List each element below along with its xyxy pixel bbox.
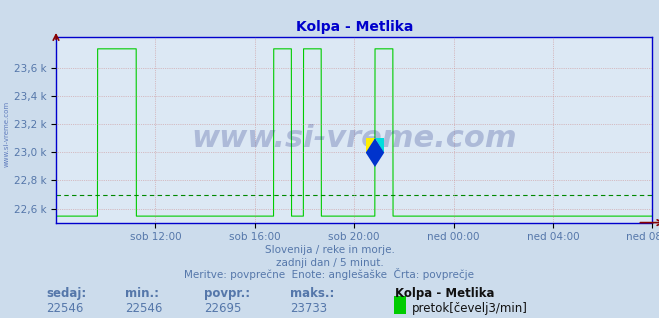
Polygon shape [366,138,375,153]
Text: sedaj:: sedaj: [46,287,86,300]
Text: povpr.:: povpr.: [204,287,250,300]
Text: www.si-vreme.com: www.si-vreme.com [191,124,517,153]
Text: maks.:: maks.: [290,287,334,300]
Text: Meritve: povprečne  Enote: anglešaške  Črta: povprečje: Meritve: povprečne Enote: anglešaške Črt… [185,268,474,280]
Text: www.si-vreme.com: www.si-vreme.com [3,100,9,167]
Text: zadnji dan / 5 minut.: zadnji dan / 5 minut. [275,258,384,267]
Title: Kolpa - Metlika: Kolpa - Metlika [295,20,413,34]
Polygon shape [366,138,384,167]
Polygon shape [375,138,384,153]
Text: 22695: 22695 [204,302,242,315]
Text: 22546: 22546 [125,302,163,315]
Text: pretok[čevelj3/min]: pretok[čevelj3/min] [412,302,528,315]
Text: Kolpa - Metlika: Kolpa - Metlika [395,287,495,300]
Text: 22546: 22546 [46,302,84,315]
Text: Slovenija / reke in morje.: Slovenija / reke in morje. [264,245,395,255]
Text: 23733: 23733 [290,302,327,315]
Text: min.:: min.: [125,287,159,300]
